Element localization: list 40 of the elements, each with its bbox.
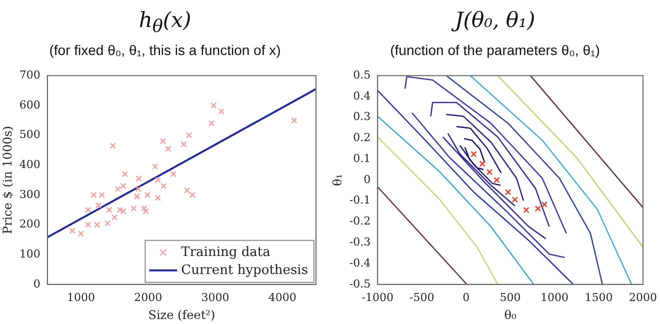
legend-label: Training data	[181, 244, 271, 260]
x-axis-title: Size (feet²)	[148, 308, 216, 322]
x-tick-label: 1500	[584, 290, 613, 304]
x-tick-label: 4000	[268, 290, 296, 304]
x-axis-title: θ₀	[504, 308, 517, 322]
x-tick-label: 2000	[134, 290, 162, 304]
x-tick-label: 0	[462, 290, 470, 304]
chart-title: J(θ₀, θ₁)	[450, 8, 536, 32]
y-tick-label: 500	[19, 128, 40, 142]
y-tick-label: -0.2	[349, 214, 371, 228]
chart-title: h$_{θ}$(x)	[138, 8, 192, 38]
y-tick-label: 700	[19, 68, 40, 82]
y-tick-label: -0.3	[349, 236, 371, 248]
y-tick-label: 600	[19, 98, 40, 112]
y-tick-label: 0.2	[353, 131, 371, 144]
x-tick-label: 3000	[201, 290, 230, 304]
y-tick-label: -0.1	[349, 194, 371, 207]
y-tick-label: -0.5	[349, 277, 371, 290]
chart-subtitle: (for fixed θ₀, θ₁, this is a function of x)	[48, 42, 282, 58]
x-tick-label: -1000	[362, 290, 394, 304]
y-tick-label: 400	[19, 158, 40, 171]
x-tick-label: 1000	[66, 290, 95, 304]
y-tick-label: 300	[19, 188, 40, 201]
y-tick-label: 0.4	[353, 89, 371, 102]
legend-label: Current hypothesis	[181, 262, 308, 278]
y-axis-title: θ₁	[330, 174, 344, 186]
x-tick-label: -500	[409, 290, 434, 304]
chart-subtitle: (function of the parameters θ₀, θ₁)	[389, 42, 601, 58]
x-tick-label: 2000	[629, 290, 658, 304]
y-tick-label: -0.4	[349, 256, 371, 270]
x-tick-label: 1000	[540, 290, 569, 304]
y-tick-label: 0	[364, 172, 371, 186]
y-tick-label: 200	[19, 218, 40, 231]
y-tick-label: 0.5	[353, 68, 371, 82]
y-tick-label: 0	[33, 277, 40, 290]
y-tick-label: 100	[19, 247, 40, 260]
y-tick-label: 0.3	[353, 110, 371, 124]
x-tick-label: 500	[500, 290, 521, 304]
y-tick-label: 0.1	[353, 152, 371, 165]
y-axis-title: Price $ (in 1000s)	[0, 126, 14, 234]
